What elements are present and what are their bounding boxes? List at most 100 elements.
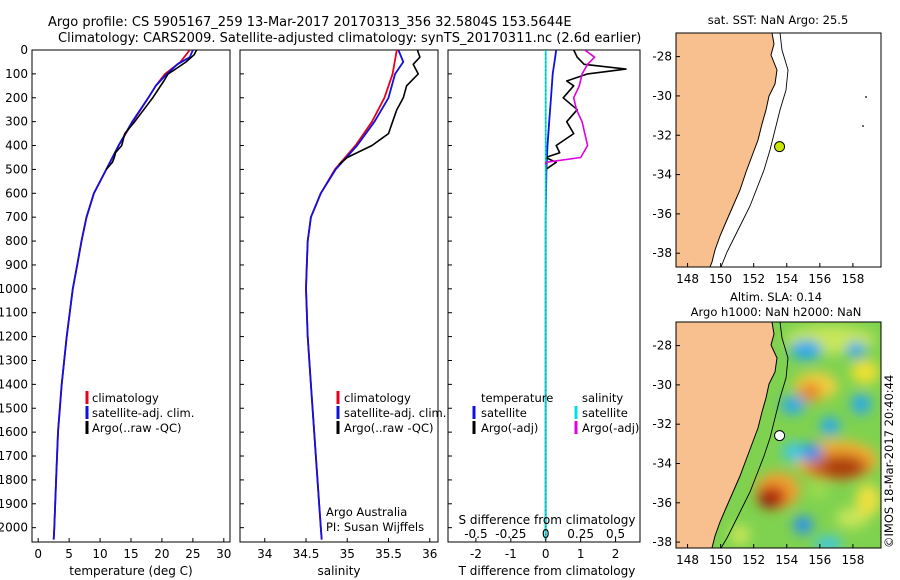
- depth-tick-label: 1500: [0, 401, 28, 415]
- island-dot: [862, 125, 864, 127]
- legend-label-argo: Argo(..raw -QC): [92, 421, 182, 435]
- depth-tick-label: 1300: [0, 353, 28, 367]
- map-y-tick-label: -34: [652, 168, 672, 182]
- sla-field: [730, 326, 880, 548]
- difference-panel-frame: [447, 49, 641, 543]
- depth-tick-label: 1700: [0, 449, 28, 463]
- map-x-tick-label: 148: [676, 272, 699, 286]
- series-line-climatology: [305, 50, 398, 540]
- depth-tick-label: 1100: [0, 306, 28, 320]
- x-tick-label: 0: [34, 547, 42, 561]
- x-tick-label: 34: [257, 547, 272, 561]
- legend-label-climatology: climatology: [344, 391, 411, 405]
- x-tick-label: 10: [92, 547, 107, 561]
- map-y-tick-label: -38: [652, 246, 672, 260]
- figure-title-line1: Argo profile: CS 5905167_259 13-Mar-2017…: [48, 15, 572, 30]
- depth-tick-label: 200: [5, 91, 28, 105]
- depth-tick-label: 700: [5, 210, 28, 224]
- depth-tick-label: 1200: [0, 330, 28, 344]
- x-tick-label: 15: [123, 547, 138, 561]
- sst-map-shelf-contour: [720, 33, 789, 267]
- x-tick-label: 35.5: [375, 547, 402, 561]
- salinity-x-axis: 34 34.5 35 35.5 36: [257, 538, 437, 561]
- depth-tick-label: 1800: [0, 473, 28, 487]
- salinity-legend: climatology satellite-adj. clim. Argo(..…: [326, 391, 446, 534]
- depth-tick-label: 900: [5, 258, 28, 272]
- sla-map-axes: 148 150 152 154 156 158 -28 -30 -32 -34 -36 -38: [652, 339, 864, 567]
- x-tick-label: 5: [65, 547, 73, 561]
- figure-title-line2: Climatology: CARS2009. Satellite-adjuste…: [58, 31, 641, 46]
- depth-axis: 0 100 200 300 400 500 600 700 800 900 1000 1100 1200…: [0, 43, 452, 535]
- map-y-tick-label: -30: [652, 378, 672, 392]
- legend-label-sal-satellite: satellite: [582, 406, 628, 420]
- sst-map-title: sat. SST: NaN Argo: 25.5: [708, 13, 849, 27]
- x-tick-label: 20: [154, 547, 169, 561]
- legend-label-temp-satellite: satellite: [481, 406, 527, 420]
- island-dot: [865, 96, 867, 98]
- depth-tick-label: 500: [5, 162, 28, 176]
- x-tick-label: 1: [577, 547, 585, 561]
- depth-tick-label: 1000: [0, 282, 28, 296]
- map-x-tick-label: 158: [841, 553, 864, 567]
- x-tick-label: -2: [470, 547, 482, 561]
- salinity-plot: [305, 50, 421, 540]
- map-x-tick-label: 148: [676, 553, 699, 567]
- x-tick-label: -1: [505, 547, 517, 561]
- map-y-tick-label: -38: [652, 535, 672, 549]
- x-tick-label: 34.5: [293, 547, 320, 561]
- temperature-plot: [52, 50, 198, 540]
- x-tick-label: 36: [422, 547, 437, 561]
- map-x-tick-label: 150: [709, 272, 732, 286]
- argo-australia-note: Argo Australia: [326, 505, 407, 519]
- top-tick-label: 0.5: [606, 527, 625, 541]
- sst-map-axes: 148 150 152 154 156 158 -28 -30 -32 -34 -36 -38: [652, 50, 864, 286]
- pi-note: PI: Susan Wijffels: [326, 520, 424, 534]
- argo-float-marker: [774, 141, 786, 153]
- x-tick-label: 35: [340, 547, 355, 561]
- sla-map-frame: [675, 321, 882, 549]
- difference-legend: temperature salinity satellite Argo(-adj…: [472, 391, 639, 435]
- map-y-tick-label: -32: [652, 417, 672, 431]
- x-tick-label: 25: [185, 547, 200, 561]
- salinity-panel-frame: [239, 49, 439, 543]
- sst-map-frame: [675, 32, 882, 268]
- series-line-satellite-adj-clim: [52, 50, 194, 540]
- legend-label-satellite: satellite-adj. clim.: [92, 406, 194, 420]
- map-x-tick-label: 154: [775, 272, 798, 286]
- map-y-tick-label: -36: [652, 207, 672, 221]
- imos-credit: ©IMOS 18-Mar-2017 20:40:44: [882, 375, 896, 548]
- difference-plot: [544, 50, 627, 540]
- series-line-argo-raw-qc: [338, 50, 421, 166]
- top-tick-label: 0: [542, 527, 550, 541]
- map-y-tick-label: -28: [652, 50, 672, 64]
- legend-label-sal-argo: Argo(-adj): [582, 421, 639, 435]
- sla-map-title-line2: Argo h1000: NaN h2000: NaN: [691, 305, 862, 319]
- legend-title-temperature: temperature: [481, 391, 553, 405]
- sla-map-title-line1: Altim. SLA: 0.14: [730, 290, 822, 304]
- difference-x-axis: -2 -1 0 1 2 -0.5 -0.25 0 0.25 0.5: [464, 50, 625, 561]
- temperature-legend: climatology satellite-adj. clim. Argo(..…: [85, 391, 194, 435]
- temperature-x-axis-label: temperature (deg C): [69, 564, 192, 578]
- map-y-tick-label: -32: [652, 128, 672, 142]
- series-line-satellite-adj-clim: [305, 50, 405, 540]
- series-line-climatology: [52, 50, 191, 540]
- map-y-tick-label: -34: [652, 456, 672, 470]
- map-y-tick-label: -28: [652, 339, 672, 353]
- salinity-x-axis-label: salinity: [317, 564, 360, 578]
- depth-tick-label: 400: [5, 139, 28, 153]
- top-tick-label: -0.5: [464, 527, 487, 541]
- difference-x-axis-label: T difference from climatology: [458, 564, 636, 578]
- x-tick-label: 30: [216, 547, 231, 561]
- legend-label-argo: Argo(..raw -QC): [344, 421, 434, 435]
- map-x-tick-label: 152: [742, 272, 765, 286]
- temperature-x-axis: 0 5 10 15 20 25 30: [34, 538, 231, 561]
- depth-tick-label: 100: [5, 67, 28, 81]
- depth-tick-label: 300: [5, 115, 28, 129]
- series-line-argo-adj: [544, 50, 627, 171]
- top-tick-label: -0.25: [495, 527, 526, 541]
- difference-top-axis-label: S difference from climatology: [459, 513, 636, 527]
- depth-tick-label: 1600: [0, 425, 28, 439]
- legend-label-satellite: satellite-adj. clim.: [344, 406, 446, 420]
- sst-map: [676, 33, 881, 267]
